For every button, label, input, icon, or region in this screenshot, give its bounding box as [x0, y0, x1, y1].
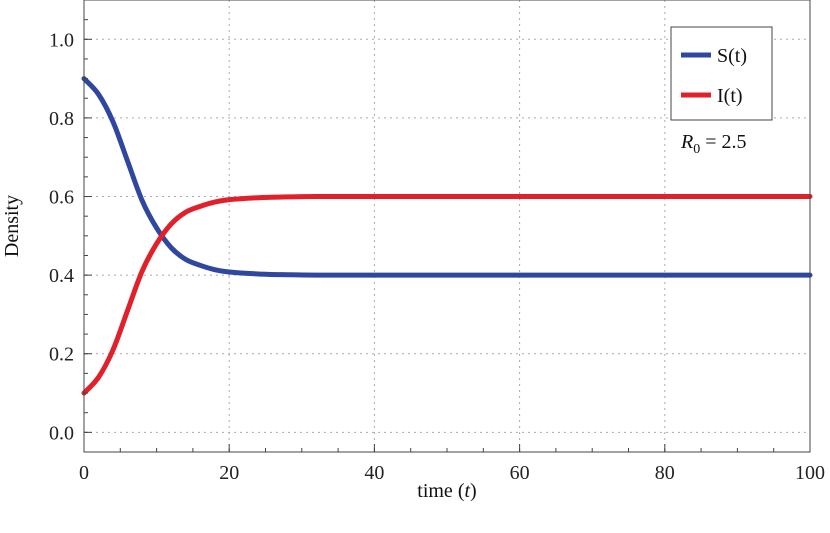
- x-tick-label: 100: [795, 462, 825, 484]
- x-ticks: 0 20 40 60 80 100: [79, 444, 825, 484]
- y-tick-label: 1.0: [49, 29, 74, 51]
- x-tick-label: 40: [364, 462, 384, 484]
- x-tick-label: 20: [219, 462, 239, 484]
- x-tick-label: 0: [79, 462, 89, 484]
- r0-annotation: R0 = 2.5: [680, 131, 747, 157]
- legend: S(t) I(t): [670, 26, 773, 121]
- y-ticks: 0.0 0.2 0.4 0.6 0.8 1.0: [49, 0, 92, 444]
- legend-label-s: S(t): [717, 45, 747, 67]
- legend-box: [670, 26, 773, 121]
- grid: [84, 0, 811, 452]
- x-tick-label: 60: [510, 462, 530, 484]
- y-tick-label: 0.0: [49, 422, 74, 444]
- y-tick-label: 0.6: [49, 187, 74, 209]
- series-lines: [81, 76, 813, 396]
- y-tick-label: 0.8: [49, 108, 74, 130]
- y-axis-label: Density: [1, 195, 23, 257]
- x-tick-label: 80: [655, 462, 675, 484]
- y-tick-label: 0.4: [49, 265, 74, 287]
- legend-label-i: I(t): [717, 85, 743, 107]
- y-tick-label: 0.2: [49, 344, 74, 366]
- series-line-i: [81, 193, 813, 396]
- series-line-s: [81, 76, 813, 278]
- x-axis-label: time (t): [417, 480, 476, 502]
